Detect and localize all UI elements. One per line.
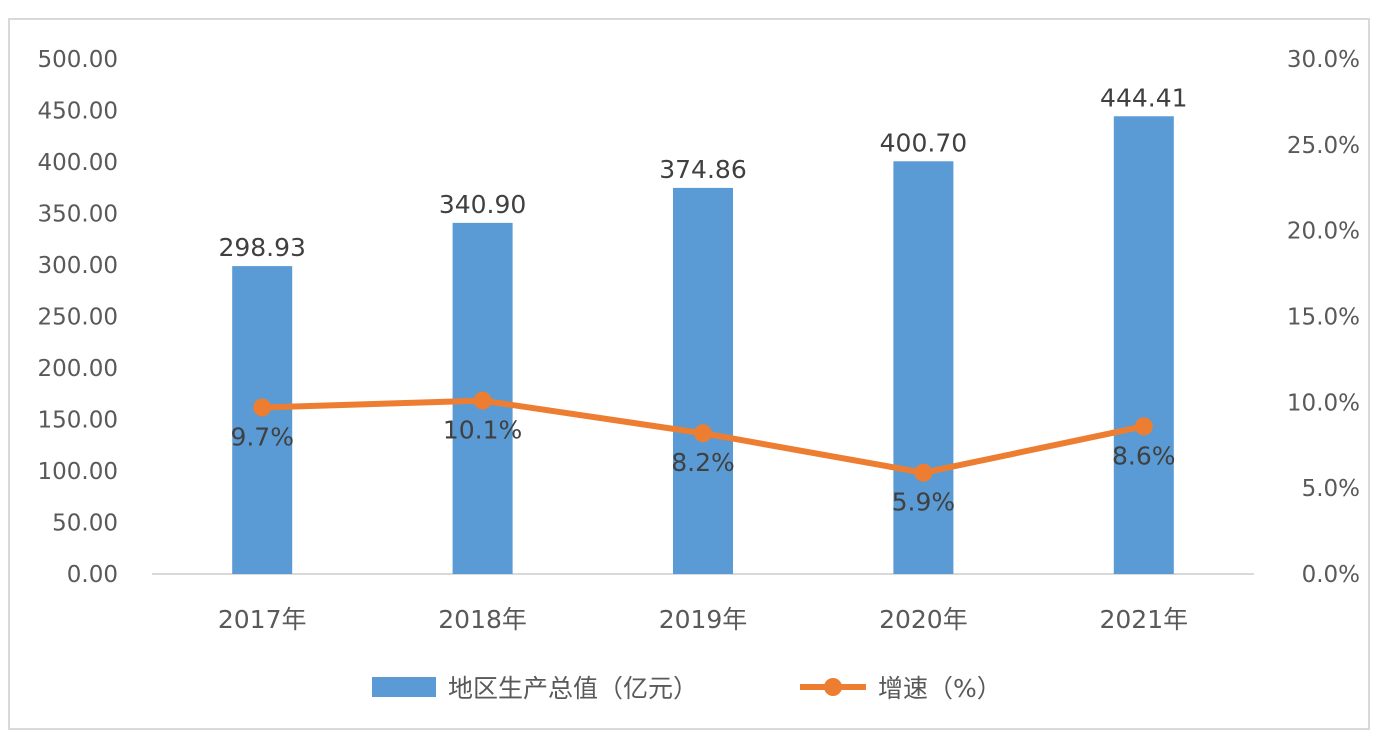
left-axis-tick-label: 500.00 [38,47,118,73]
x-axis-category-label: 2020年 [879,605,968,634]
bar-data-label: 340.90 [439,190,526,219]
bar-data-label: 444.41 [1100,83,1187,112]
line-point [694,424,712,443]
x-axis-category-label: 2021年 [1099,605,1188,634]
right-axis-tick-label: 5.0% [1302,476,1360,502]
left-y-axis: 0.00 50.00 100.00 150.00 200.00 250.00 300.00 3… [38,47,118,588]
bar [673,187,733,574]
left-axis-tick-label: 300.00 [38,253,118,279]
bar [1113,116,1174,575]
x-axis-category-label: 2019年 [659,605,748,634]
right-y-axis: 0.0% 5.0% 10.0% 15.0% 20.0% 25.0% 30.0% [1287,47,1360,588]
right-axis-tick-label: 20.0% [1287,219,1360,245]
line-data-label: 8.6% [1112,441,1176,470]
line-data-label: 10.1% [443,416,522,445]
left-axis-tick-label: 350.00 [38,202,118,228]
left-axis-tick-label: 200.00 [38,356,118,382]
left-axis-tick-label: 150.00 [38,408,118,434]
left-axis-tick-label: 50.00 [52,511,118,537]
left-axis-tick-label: 100.00 [38,459,118,485]
right-axis-tick-label: 15.0% [1287,305,1360,331]
legend-swatch-bar [372,677,436,697]
left-axis-tick-label: 450.00 [38,99,118,125]
line-data-label: 8.2% [671,448,735,477]
line-point [914,463,933,482]
bar [232,266,293,574]
right-axis-tick-label: 30.0% [1287,47,1360,73]
line-data-label: 9.7% [230,422,294,451]
legend-label-line: 增速（%） [878,674,1002,703]
line-point [253,398,272,417]
line-point [1134,417,1153,436]
bar-series [232,116,1174,575]
bar-data-label: 374.86 [659,155,746,184]
left-axis-tick-label: 250.00 [38,305,118,331]
line-data-label: 5.9% [892,488,956,517]
legend-swatch-marker [824,678,842,696]
legend-label-bar: 地区生产总值（亿元） [448,674,698,703]
left-axis-tick-label: 400.00 [38,150,118,176]
bar [893,161,954,575]
right-axis-tick-label: 10.0% [1287,390,1360,416]
bar-data-labels: 298.93 340.90 374.86 400.70 444.41 [218,83,1187,262]
bar-data-label: 298.93 [218,233,305,262]
x-axis: 2017年 2018年 2019年 2020年 2021年 [152,573,1254,634]
right-axis-tick-label: 0.0% [1302,562,1360,588]
legend: 地区生产总值（亿元） 增速（%） [372,674,1002,703]
line-series [253,391,1153,482]
line-data-labels: 9.7% 10.1% 8.2% 5.9% 8.6% [230,416,1175,517]
x-axis-category-label: 2018年 [438,605,527,634]
right-axis-tick-label: 25.0% [1287,133,1360,159]
line-point [473,391,492,410]
x-axis-category-label: 2017年 [218,605,307,634]
left-axis-tick-label: 0.00 [67,562,118,588]
bar-data-label: 400.70 [880,128,967,157]
